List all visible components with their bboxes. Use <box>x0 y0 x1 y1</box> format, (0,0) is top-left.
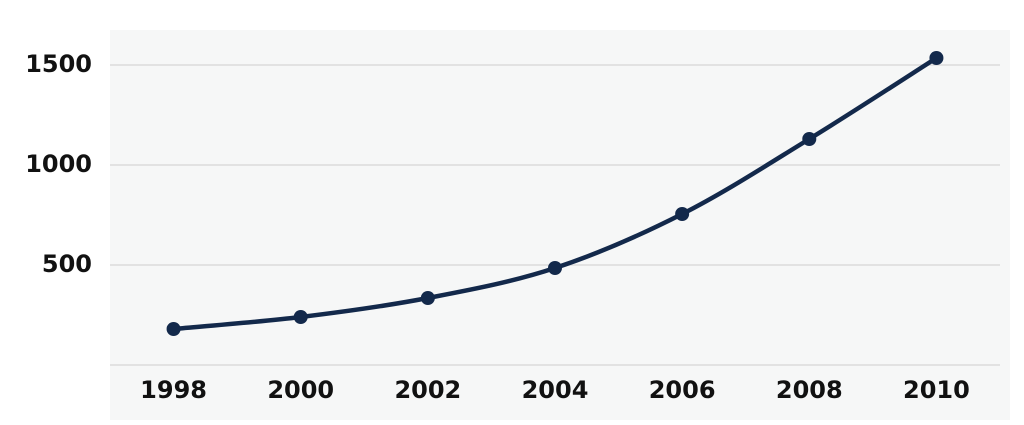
x-tick-label: 2002 <box>394 376 461 404</box>
point <box>420 291 435 305</box>
x-tick-label: 2010 <box>903 376 970 404</box>
y-tick-label: 1000 <box>25 150 92 178</box>
point <box>548 261 562 275</box>
point <box>293 310 308 324</box>
x-tick-label: 2000 <box>267 376 334 404</box>
x-tick-label: 1998 <box>140 376 207 404</box>
x-tick-label: 2006 <box>649 376 716 404</box>
point <box>802 132 817 146</box>
point <box>929 51 944 65</box>
plot-background <box>110 30 1010 420</box>
point <box>166 322 181 336</box>
x-tick-label: 2004 <box>522 376 589 404</box>
x-tick-label: 2008 <box>776 376 843 404</box>
y-tick-label: 500 <box>42 250 92 278</box>
point <box>675 207 690 221</box>
y-tick-label: 1500 <box>25 50 92 78</box>
